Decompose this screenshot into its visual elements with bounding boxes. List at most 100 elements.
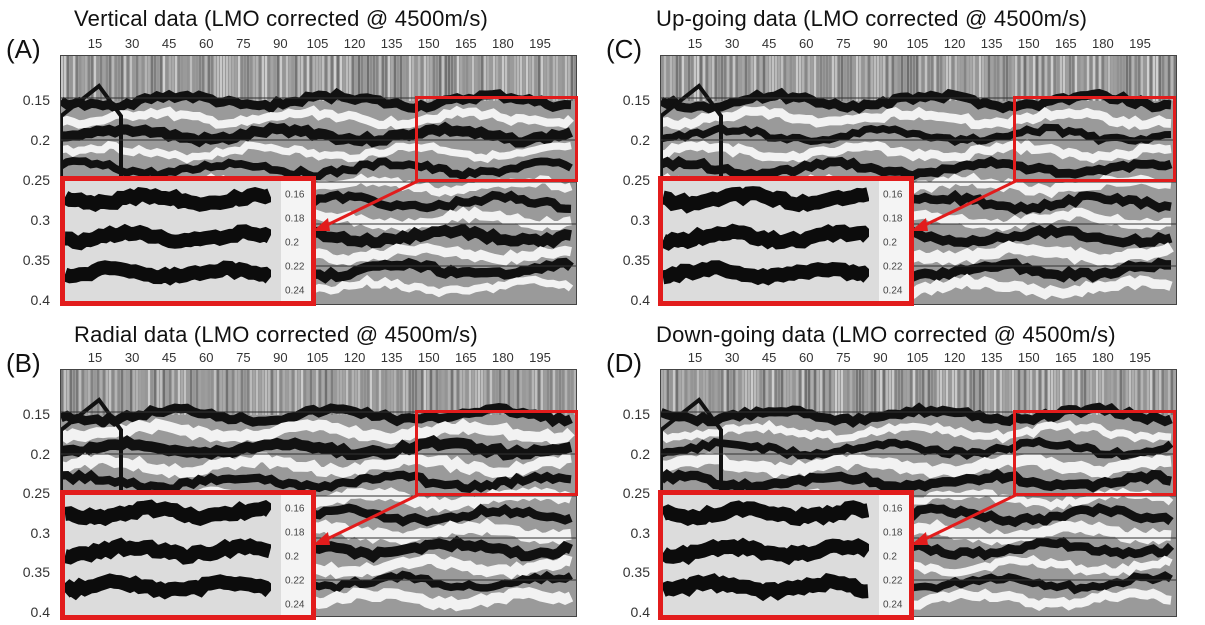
x-tick-label: 105	[906, 350, 929, 365]
y-tick-label: 0.3	[30, 524, 50, 541]
zoom-arrow	[911, 178, 1019, 231]
panel-title: Down-going data (LMO corrected @ 4500m/s…	[656, 322, 1116, 347]
panel-title: Up-going data (LMO corrected @ 4500m/s)	[656, 6, 1088, 31]
x-tick-label: 30	[724, 36, 740, 51]
y-tick-label: 0.25	[22, 485, 50, 502]
y-tick-label: 0.35	[22, 252, 50, 268]
zoom-inset: 0.16 0.18 0.2 0.22 0.24	[658, 176, 914, 306]
y-axis-ticks: 0.15 0.2 0.25 0.3 0.35 0.4	[610, 370, 654, 620]
inset-tick-label: 0.22	[285, 575, 305, 587]
x-tick-label: 90	[873, 350, 888, 365]
panel-title: Vertical data (LMO corrected @ 4500m/s)	[74, 6, 489, 31]
y-axis-ticks: 0.15 0.2 0.25 0.3 0.35 0.4	[610, 56, 654, 308]
inset-tick-label: 0.16	[883, 189, 903, 201]
x-axis-ticks: 15 30 45 60 75 90 105 120 135 150 165 180 195	[660, 36, 1175, 52]
y-tick-label: 0.4	[630, 292, 650, 308]
x-tick-label: 120	[943, 350, 966, 365]
inset-tick-label: 0.22	[883, 575, 903, 587]
x-tick-label: 135	[380, 350, 403, 365]
y-tick-label: 0.4	[30, 292, 50, 308]
y-tick-label: 0.25	[622, 485, 650, 502]
inset-tick-label: 0.24	[285, 285, 305, 297]
y-tick-label: 0.3	[630, 212, 650, 228]
zoom-region-box	[1013, 410, 1176, 496]
zoom-arrow	[313, 492, 421, 545]
inset-time-scale: 0.16 0.18 0.2 0.22 0.24	[281, 181, 311, 301]
y-tick-label: 0.2	[30, 445, 50, 462]
inset-time-scale: 0.16 0.18 0.2 0.22 0.24	[879, 495, 909, 615]
x-tick-label: 45	[761, 350, 777, 365]
x-tick-label: 15	[687, 36, 703, 51]
zoom-inset: 0.16 0.18 0.2 0.22 0.24	[60, 176, 316, 306]
inset-tick-label: 0.24	[285, 599, 305, 611]
panel-letter: (D)	[606, 348, 643, 378]
inset-tick-label: 0.18	[285, 213, 305, 225]
x-tick-label: 60	[799, 36, 814, 51]
x-tick-label: 105	[306, 36, 329, 51]
panel-a: (A) Vertical data (LMO corrected @ 4500m…	[0, 0, 600, 312]
x-tick-label: 180	[492, 350, 514, 365]
x-tick-label: 30	[124, 350, 140, 365]
x-tick-label: 165	[1054, 36, 1077, 51]
inset-tick-label: 0.18	[883, 527, 903, 539]
x-tick-label: 135	[980, 350, 1003, 365]
inset-tick-label: 0.24	[883, 285, 903, 297]
x-tick-label: 120	[343, 350, 366, 365]
y-tick-label: 0.2	[630, 132, 650, 148]
y-tick-label: 0.25	[22, 172, 50, 188]
x-tick-label: 150	[417, 36, 440, 51]
y-tick-label: 0.15	[622, 92, 650, 108]
panel-letter: (A)	[6, 34, 41, 64]
panel-c: (C) Up-going data (LMO corrected @ 4500m…	[600, 0, 1205, 312]
zoom-inset: 0.16 0.18 0.2 0.22 0.24	[658, 490, 914, 620]
x-tick-label: 180	[1092, 36, 1114, 51]
x-tick-label: 60	[199, 36, 214, 51]
x-tick-label: 195	[1129, 350, 1151, 365]
inset-tick-label: 0.2	[285, 551, 299, 563]
inset-time-scale: 0.16 0.18 0.2 0.22 0.24	[879, 181, 909, 301]
y-tick-label: 0.15	[22, 92, 50, 108]
x-axis-ticks: 15 30 45 60 75 90 105 120 135 150 165 180 195	[660, 350, 1175, 366]
y-tick-label: 0.35	[22, 564, 50, 581]
x-tick-label: 90	[273, 36, 288, 51]
inset-tick-label: 0.22	[285, 261, 305, 273]
y-tick-label: 0.35	[622, 252, 650, 268]
x-tick-label: 195	[1129, 36, 1151, 51]
zoom-region-box	[1013, 96, 1176, 182]
y-tick-label: 0.15	[622, 406, 650, 422]
y-tick-label: 0.2	[30, 132, 50, 148]
x-tick-label: 120	[343, 36, 366, 51]
y-axis-ticks: 0.15 0.2 0.25 0.3 0.35 0.4	[10, 370, 54, 620]
x-tick-label: 180	[492, 36, 514, 51]
x-tick-label: 75	[836, 36, 851, 51]
x-tick-label: 45	[161, 36, 177, 51]
x-tick-label: 15	[687, 350, 703, 365]
x-tick-label: 165	[454, 350, 477, 365]
x-tick-label: 45	[761, 36, 777, 51]
inset-tick-label: 0.2	[883, 551, 897, 563]
x-tick-label: 90	[873, 36, 888, 51]
y-axis-ticks: 0.15 0.2 0.25 0.3 0.35 0.4	[10, 56, 54, 308]
x-axis-ticks: 15 30 45 60 75 90 105 120 135 150 165 180 195	[60, 350, 575, 366]
x-tick-label: 120	[943, 36, 966, 51]
panel-letter: (C)	[606, 34, 643, 64]
x-tick-label: 165	[1054, 350, 1077, 365]
x-tick-label: 135	[980, 36, 1003, 51]
inset-tick-label: 0.16	[285, 189, 305, 201]
inset-tick-label: 0.24	[883, 599, 903, 611]
x-tick-label: 105	[906, 36, 929, 51]
x-tick-label: 75	[836, 350, 851, 365]
panel-d: (D) Down-going data (LMO corrected @ 450…	[600, 316, 1205, 625]
x-tick-label: 180	[1092, 350, 1114, 365]
x-tick-label: 60	[799, 350, 814, 365]
inset-tick-label: 0.18	[883, 213, 903, 225]
y-tick-label: 0.3	[30, 212, 50, 228]
panel-b: (B) Radial data (LMO corrected @ 4500m/s…	[0, 316, 600, 625]
y-tick-label: 0.4	[630, 604, 650, 620]
x-tick-label: 195	[529, 350, 551, 365]
x-tick-label: 150	[1017, 350, 1040, 365]
x-tick-label: 135	[380, 36, 403, 51]
x-tick-label: 30	[724, 350, 740, 365]
y-tick-label: 0.15	[22, 406, 50, 422]
inset-tick-label: 0.2	[883, 237, 897, 249]
